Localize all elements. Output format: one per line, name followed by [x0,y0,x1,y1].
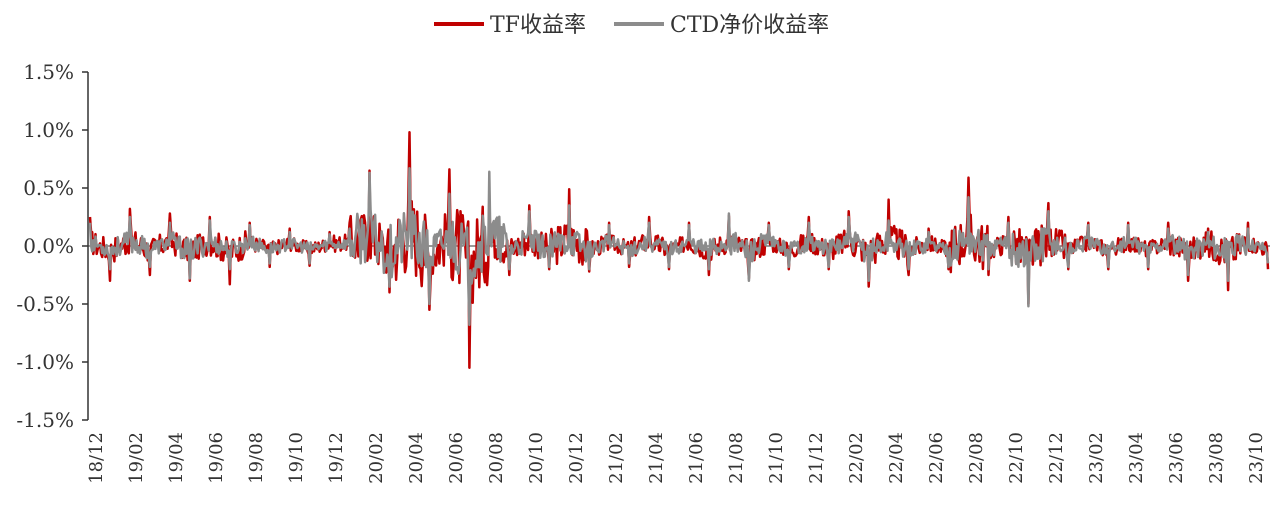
series-line-ctd [88,167,1270,327]
x-axis-ticks: 18/12 19/02 19/04 19/06 19/08 19/10 19/12 20/02… [86,432,1267,484]
y-tick-label: -1.0% [16,350,74,374]
x-tick-label: 22/04 [886,432,907,484]
y-tick-label: 1.5% [23,60,74,84]
y-axis-ticks: 1.5% 1.0% 0.5% 0.0% -0.5% -1.0% -1.5% [16,60,88,432]
x-tick-label: 19/04 [166,432,187,484]
x-tick-label: 22/12 [1046,432,1067,484]
x-tick-label: 19/06 [206,432,227,484]
y-tick-label: 0.5% [23,176,74,200]
y-tick-label: 0.0% [23,234,74,258]
x-tick-label: 20/06 [446,432,467,484]
x-tick-label: 22/10 [1006,432,1027,484]
x-tick-label: 20/10 [526,432,547,484]
x-tick-label: 22/08 [966,432,987,484]
x-tick-label: 20/08 [486,432,507,484]
x-tick-label: 23/08 [1206,432,1227,484]
x-tick-label: 23/10 [1246,432,1267,484]
legend: TF收益率 CTD净价收益率 [434,13,829,38]
x-tick-label: 22/06 [926,432,947,484]
y-tick-label: 1.0% [23,118,74,142]
x-tick-label: 19/08 [246,432,267,484]
x-tick-label: 19/12 [326,432,347,484]
x-tick-label: 21/12 [806,432,827,484]
x-tick-label: 23/02 [1086,432,1107,484]
x-tick-label: 21/06 [686,432,707,484]
x-tick-label: 23/06 [1166,432,1187,484]
legend-label-tf: TF收益率 [490,13,586,38]
x-tick-label: 21/02 [606,432,627,484]
x-tick-label: 22/02 [846,432,867,484]
y-tick-label: -0.5% [16,292,74,316]
legend-label-ctd: CTD净价收益率 [670,13,829,38]
x-tick-label: 21/10 [766,432,787,484]
x-tick-label: 18/12 [86,432,107,484]
x-tick-label: 21/08 [726,432,747,484]
x-tick-label: 19/10 [286,432,307,484]
x-tick-label: 20/02 [366,432,387,484]
x-tick-label: 20/12 [566,432,587,484]
x-tick-label: 21/04 [646,432,667,484]
x-tick-label: 23/04 [1126,432,1147,484]
x-tick-label: 20/04 [406,432,427,484]
y-tick-label: -1.5% [16,408,74,432]
x-tick-label: 19/02 [126,432,147,484]
